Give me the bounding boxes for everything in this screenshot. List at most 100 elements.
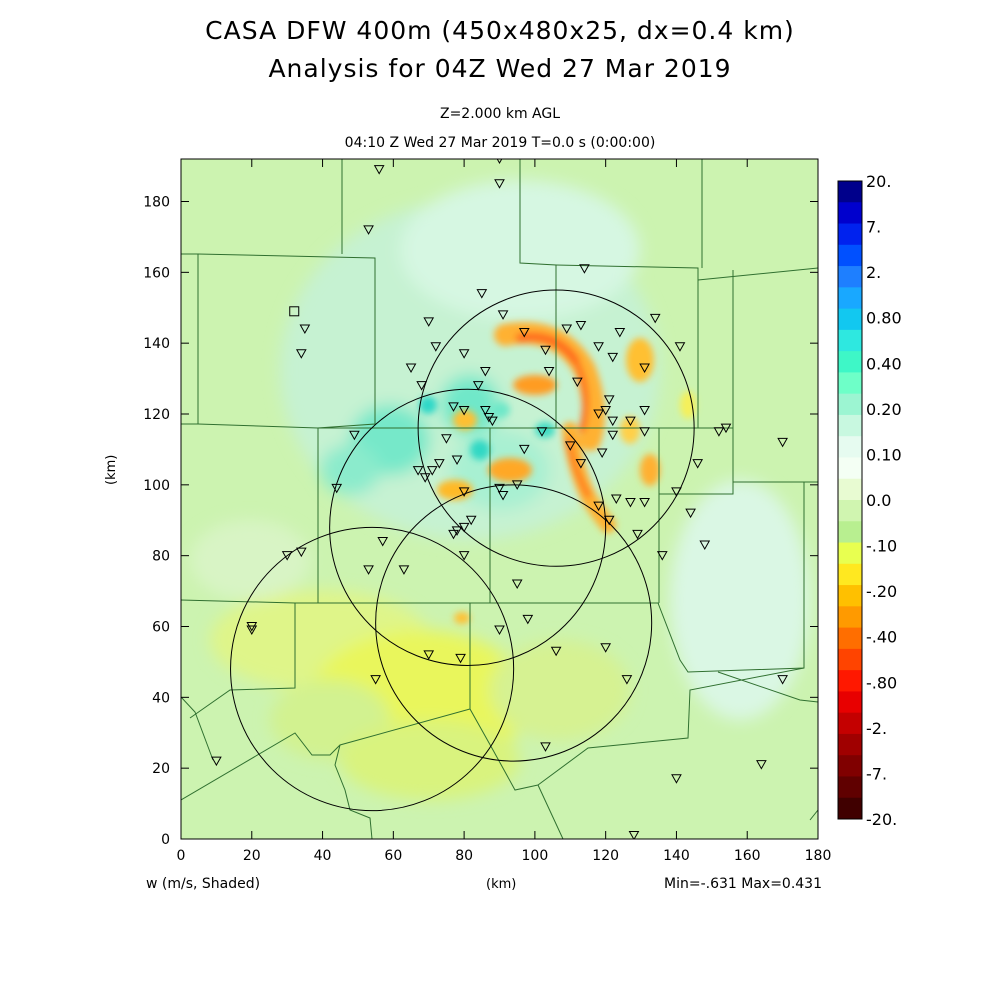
station-marker (295, 547, 307, 558)
colorbar-segment (838, 478, 862, 501)
station-marker (639, 427, 650, 437)
x-tick-label: 40 (314, 848, 332, 864)
colorbar: 20. 7. 2. 0.80 0.40 0.20 0.10 0.0 -.10 -.20 -.40 -.… (837, 172, 902, 829)
colorbar-segment (838, 500, 862, 522)
colorbar-segment (838, 585, 862, 607)
station-marker (575, 320, 587, 331)
level-label: Z=2.000 km AGL (439, 106, 561, 122)
station-marker (692, 459, 704, 469)
station-marker (579, 264, 590, 274)
station-marker (398, 565, 410, 575)
colorbar-segment (838, 733, 862, 756)
station-marker (472, 381, 484, 391)
station-marker (363, 565, 374, 575)
station-marker (349, 430, 360, 441)
station-marker (377, 537, 389, 547)
station-marker (607, 416, 619, 427)
station-marker (465, 515, 477, 526)
station-marker (458, 405, 470, 416)
station-marker (518, 328, 530, 338)
station-marker (543, 367, 555, 377)
station-marker (671, 487, 682, 497)
station-marker (476, 289, 488, 299)
colorbar-segment (838, 648, 862, 671)
station-marker (639, 405, 650, 416)
station-marker (593, 342, 604, 352)
colorbar-segment (838, 287, 862, 310)
station-marker (448, 402, 459, 412)
station-marker (564, 441, 576, 451)
colorbar-label: -.20 (866, 582, 897, 601)
x-tick-label: 100 (522, 848, 549, 864)
y-tick-label: 120 (143, 407, 170, 423)
station-marker (455, 653, 466, 664)
station-marker (511, 579, 523, 590)
colorbar-segment (838, 308, 862, 331)
station-marker (281, 551, 293, 561)
station-marker (423, 650, 435, 660)
station-marker (458, 487, 470, 497)
station-marker (614, 328, 626, 338)
minmax-label: Min=-.631 Max=0.431 (664, 876, 822, 892)
station-marker (593, 409, 604, 420)
station-marker (331, 483, 343, 494)
colorbar-label: 0.40 (866, 354, 902, 373)
station-marker (600, 405, 612, 416)
station-marker (540, 345, 551, 356)
station-marker (458, 349, 470, 359)
colorbar-segment (838, 521, 862, 544)
station-marker (756, 760, 767, 770)
y-tick-label: 80 (152, 549, 170, 565)
radar-ring-3 (375, 484, 653, 762)
station-marker (479, 367, 491, 377)
x-axis-label: (km) (486, 877, 517, 892)
station-marker (373, 165, 385, 175)
radar-ring-2 (329, 388, 607, 666)
colorbar-label: 2. (866, 263, 881, 282)
colorbar-label: 20. (866, 172, 891, 191)
storm-cells (419, 322, 696, 624)
colorbar-label: 7. (866, 218, 881, 237)
colorbar-label: 0.10 (866, 445, 902, 464)
station-marker (596, 448, 608, 458)
station-marker (550, 646, 562, 657)
colorbar-label: -2. (866, 719, 887, 738)
station-marker (607, 352, 619, 363)
colorbar-segment (838, 181, 862, 203)
x-tick-label: 160 (734, 848, 761, 864)
colorbar-segment (838, 542, 862, 565)
colorbar-label: 0.80 (866, 309, 902, 328)
station-marker (649, 313, 661, 324)
station-marker (448, 529, 459, 540)
station-marker (511, 480, 523, 490)
station-markers (211, 159, 788, 839)
y-tick-label: 160 (143, 265, 170, 281)
x-tick-label: 0 (177, 848, 186, 864)
y-tick-label: 40 (152, 690, 170, 706)
colorbar-label: -20. (866, 810, 897, 829)
station-marker (607, 430, 619, 441)
colorbar-segment (838, 563, 862, 586)
radar-ring-1 (417, 289, 695, 567)
station-marker (416, 381, 427, 391)
station-marker (479, 405, 491, 416)
station-marker (639, 363, 650, 373)
county-boundaries (181, 159, 818, 839)
y-tick-label: 180 (143, 195, 170, 211)
colorbar-segment (838, 606, 862, 629)
station-marker (685, 508, 696, 519)
y-axis-label: (km) (104, 454, 119, 485)
x-tick-label: 20 (243, 848, 261, 864)
station-marker (430, 342, 442, 352)
station-marker (494, 625, 505, 636)
y-tick-label: 100 (143, 478, 170, 494)
colorbar-segment (838, 436, 862, 458)
station-marker (656, 551, 668, 561)
station-marker (777, 437, 788, 448)
x-tick-label: 60 (384, 848, 402, 864)
station-marker (720, 423, 732, 434)
colorbar-label: -.10 (866, 537, 897, 556)
colorbar-segment (838, 266, 862, 288)
